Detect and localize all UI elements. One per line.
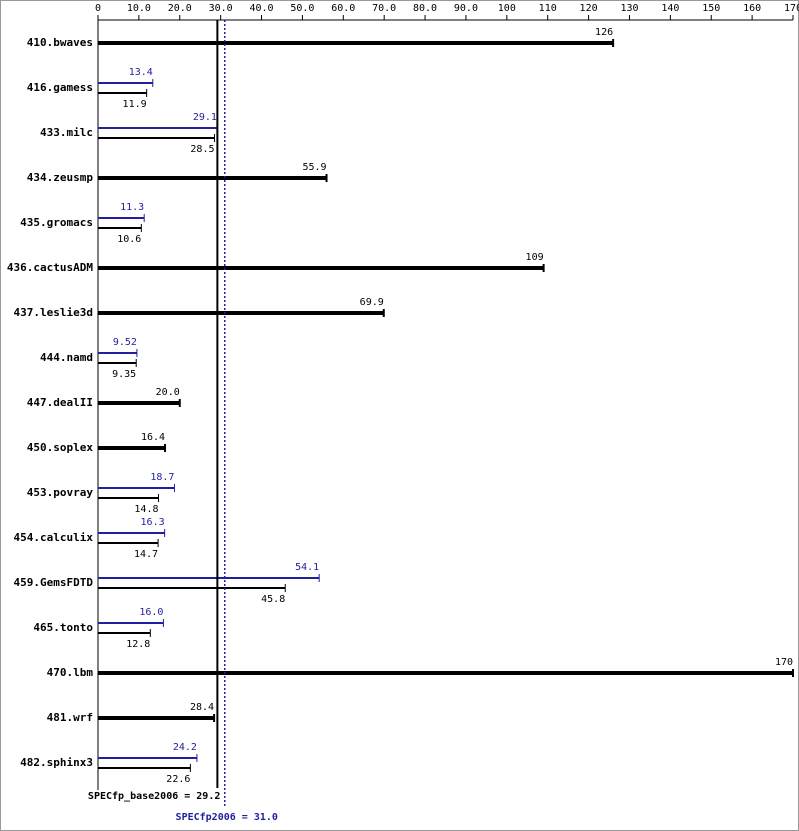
bar [98, 352, 137, 354]
bar [98, 92, 147, 94]
value-label: 10.6 [117, 234, 141, 245]
value-label: 16.3 [141, 517, 165, 528]
x-tick-label: 130 [620, 3, 638, 14]
bar [98, 446, 166, 450]
x-tick-label: 30.0 [209, 3, 233, 14]
bar [98, 577, 320, 579]
bar [98, 542, 159, 544]
reference-label: SPECfp_base2006 = 29.2 [88, 791, 220, 802]
value-label: 29.1 [193, 112, 217, 123]
value-label: 16.4 [141, 432, 165, 443]
category-label: 444.namd [40, 351, 93, 364]
bar [98, 176, 327, 180]
value-label: 28.5 [190, 144, 214, 155]
bar [98, 757, 197, 759]
bar [98, 587, 286, 589]
bar [98, 497, 159, 499]
category-label: 436.cactusADM [7, 261, 93, 274]
bar [98, 532, 165, 534]
value-label: 11.3 [120, 202, 144, 213]
bar [98, 266, 544, 270]
x-tick-label: 140 [661, 3, 679, 14]
bar [98, 41, 614, 45]
category-label: 450.soplex [27, 441, 94, 454]
bar [98, 622, 164, 624]
x-tick-label: 0 [95, 3, 101, 14]
bar [98, 311, 384, 315]
value-label: 16.0 [139, 607, 163, 618]
x-tick-label: 90.0 [454, 3, 478, 14]
bar [98, 127, 217, 129]
value-label: 126 [595, 27, 613, 38]
bar [98, 716, 215, 720]
bar [98, 487, 175, 489]
value-label: 28.4 [190, 702, 214, 713]
category-label: 435.gromacs [20, 216, 93, 229]
bar [98, 671, 793, 675]
bar [98, 767, 191, 769]
category-label: 410.bwaves [27, 36, 93, 49]
value-label: 54.1 [295, 562, 319, 573]
x-tick-label: 100 [498, 3, 516, 14]
category-label: 437.leslie3d [14, 306, 93, 319]
x-tick-label: 40.0 [249, 3, 273, 14]
category-label: 470.lbm [47, 666, 94, 679]
category-label: 453.povray [27, 486, 94, 499]
category-label: 459.GemsFDTD [14, 576, 94, 589]
x-tick-label: 120 [580, 3, 598, 14]
x-tick-label: 60.0 [331, 3, 355, 14]
x-tick-label: 80.0 [413, 3, 437, 14]
bar [98, 137, 215, 139]
value-label: 14.8 [134, 504, 158, 515]
value-label: 69.9 [360, 297, 384, 308]
x-tick-label: 70.0 [372, 3, 396, 14]
value-label: 11.9 [123, 99, 147, 110]
value-label: 18.7 [150, 472, 174, 483]
x-tick-label: 160 [743, 3, 761, 14]
category-label: 465.tonto [33, 621, 93, 634]
value-label: 12.8 [126, 639, 150, 650]
bar [98, 227, 142, 229]
x-tick-label: 50.0 [290, 3, 314, 14]
x-tick-label: 150 [702, 3, 720, 14]
category-label: 454.calculix [14, 531, 94, 544]
value-label: 22.6 [166, 774, 190, 785]
x-tick-label: 110 [539, 3, 557, 14]
value-label: 24.2 [173, 742, 197, 753]
x-tick-label: 20.0 [168, 3, 192, 14]
value-label: 9.35 [112, 369, 136, 380]
value-label: 13.4 [129, 67, 153, 78]
value-label: 109 [526, 252, 544, 263]
value-label: 20.0 [156, 387, 180, 398]
bar [98, 632, 151, 634]
value-label: 9.52 [113, 337, 137, 348]
bar [98, 401, 180, 405]
category-label: 433.milc [40, 126, 93, 139]
value-label: 170 [775, 657, 793, 668]
x-tick-label: 10.0 [127, 3, 151, 14]
bar [98, 362, 137, 364]
category-label: 434.zeusmp [27, 171, 94, 184]
category-label: 416.gamess [27, 81, 93, 94]
category-label: 481.wrf [47, 711, 93, 724]
value-label: 45.8 [261, 594, 285, 605]
bar [98, 82, 153, 84]
value-label: 14.7 [134, 549, 158, 560]
category-label: 482.sphinx3 [20, 756, 93, 769]
value-label: 55.9 [302, 162, 326, 173]
category-label: 447.dealII [27, 396, 93, 409]
x-tick-label: 170 [784, 3, 799, 14]
bar [98, 217, 145, 219]
reference-label: SPECfp2006 = 31.0 [176, 812, 278, 823]
